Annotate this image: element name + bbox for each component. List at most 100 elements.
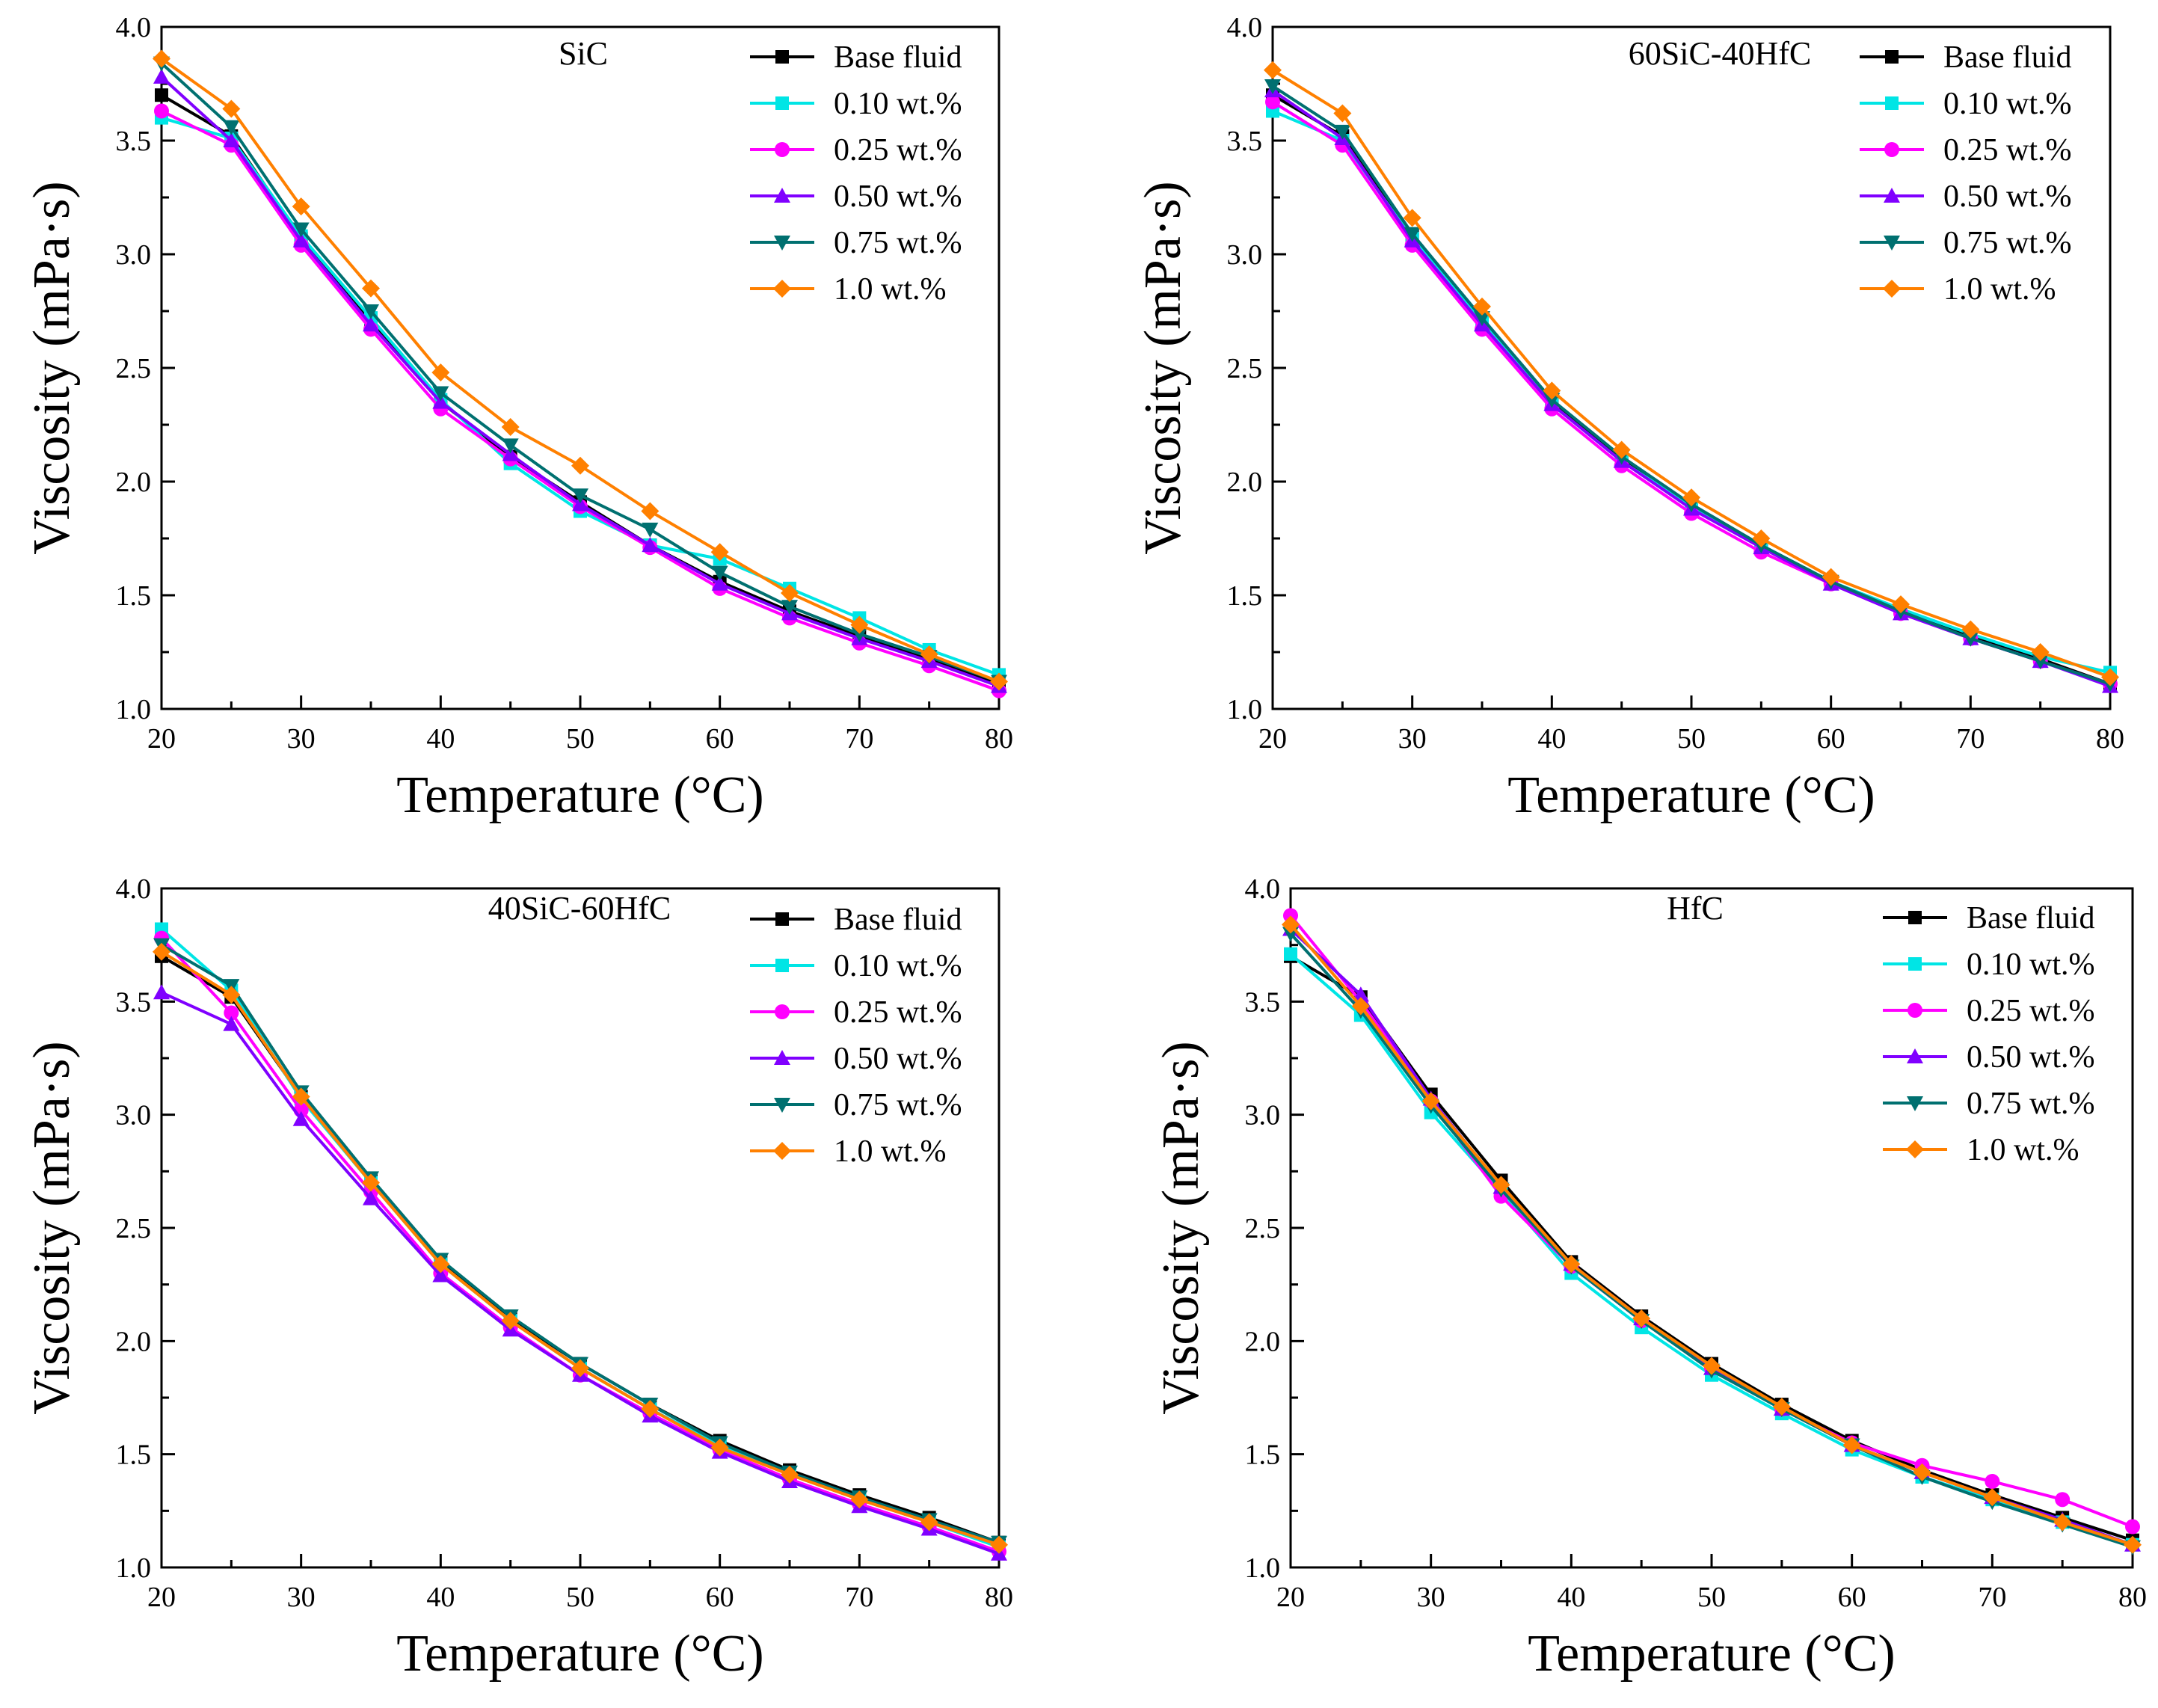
x-tick-label: 70 <box>845 1582 873 1613</box>
legend-label: Base fluid <box>834 903 962 937</box>
x-tick-label: 80 <box>985 723 1013 755</box>
x-axis-label: Temperature (°C) <box>1507 767 1875 824</box>
y-tick-label: 4.0 <box>1227 12 1263 43</box>
data-point <box>292 1087 310 1106</box>
data-point <box>711 565 728 581</box>
data-point <box>501 418 520 437</box>
y-axis-label: Viscosity (mPa·s) <box>23 181 81 554</box>
legend-label: 0.75 wt.% <box>834 226 962 260</box>
data-point <box>292 1110 310 1126</box>
chart-panel: 20 30 40 50 60 70 80 1.0 1.5 2.0 2.5 3.0 3.5 4.0 Tempe… <box>1152 873 2147 1683</box>
x-tick-label: 40 <box>426 723 455 755</box>
data-point <box>223 1016 240 1031</box>
y-tick-label: 3.0 <box>116 1100 152 1131</box>
panel-title: 60SiC-40HfC <box>1629 35 1811 72</box>
data-point <box>642 537 659 553</box>
x-tick-label: 60 <box>706 1582 734 1613</box>
data-point <box>1703 1357 1721 1375</box>
data-point <box>1404 227 1421 242</box>
y-tick-label: 1.0 <box>116 1552 152 1584</box>
data-point <box>1842 1436 1861 1454</box>
x-tick-label: 80 <box>985 1582 1013 1613</box>
data-point <box>1612 440 1631 459</box>
x-tick-label: 30 <box>287 1582 316 1613</box>
y-tick-label: 1.0 <box>116 694 152 725</box>
data-point <box>920 1513 938 1532</box>
data-point <box>363 316 379 332</box>
data-point <box>2125 1519 2140 1535</box>
data-point <box>1985 1473 2000 1489</box>
x-tick-label: 60 <box>706 723 734 755</box>
x-tick-label: 60 <box>1817 723 1845 755</box>
legend-label: 0.25 wt.% <box>834 995 962 1030</box>
plot-frame <box>1271 25 2112 710</box>
legend-marker <box>1908 911 1922 924</box>
legend-marker <box>1907 1096 1923 1111</box>
data-point <box>431 363 450 382</box>
data-point <box>1682 488 1700 507</box>
legend-marker <box>773 280 791 298</box>
legend-marker <box>775 50 789 64</box>
y-tick-label: 4.0 <box>1245 873 1281 905</box>
data-point <box>223 120 240 135</box>
data-point <box>1334 124 1351 140</box>
legend-marker <box>774 1098 790 1113</box>
x-tick-label: 50 <box>1677 723 1706 755</box>
y-axis-label: Viscosity (mPa·s) <box>1152 1041 1210 1414</box>
data-point <box>153 942 170 961</box>
data-point <box>1282 915 1300 934</box>
legend-label: 0.75 wt.% <box>834 1088 962 1122</box>
data-point <box>1892 595 1910 614</box>
data-point <box>1284 947 1297 961</box>
x-tick-label: 50 <box>566 723 594 755</box>
legend-marker <box>1908 1003 1922 1018</box>
x-tick-label: 80 <box>2118 1582 2147 1613</box>
data-point <box>222 986 241 1004</box>
legend-marker <box>774 1050 790 1065</box>
data-point <box>1352 986 1369 1002</box>
data-point <box>571 1359 589 1377</box>
x-tick-label: 70 <box>1956 723 1985 755</box>
data-point <box>850 615 869 634</box>
data-point <box>1351 997 1370 1016</box>
data-point <box>292 222 310 238</box>
y-tick-label: 1.5 <box>1245 1440 1281 1471</box>
legend-marker <box>1885 50 1899 64</box>
legend-label: Base fluid <box>1967 901 2094 936</box>
data-point <box>1772 1398 1791 1416</box>
data-point <box>572 488 588 504</box>
legend-label: 0.10 wt.% <box>834 949 962 983</box>
y-tick-label: 4.0 <box>116 873 152 905</box>
data-point <box>851 627 868 642</box>
legend-marker <box>1883 280 1901 298</box>
x-tick-label: 40 <box>426 1582 455 1613</box>
data-point <box>642 522 659 538</box>
y-tick-label: 1.0 <box>1227 694 1263 725</box>
data-point <box>781 600 798 615</box>
y-tick-label: 3.0 <box>1245 1100 1281 1131</box>
data-point <box>1822 568 1840 586</box>
data-point <box>501 1312 520 1330</box>
y-tick-label: 4.0 <box>116 12 152 43</box>
legend-label: 1.0 wt.% <box>834 272 947 307</box>
y-tick-label: 2.0 <box>1227 467 1263 498</box>
data-point <box>2053 1513 2072 1532</box>
legend-marker <box>775 96 789 110</box>
x-tick-label: 20 <box>147 723 176 755</box>
legend-label: 0.25 wt.% <box>1967 994 2095 1028</box>
x-tick-label: 40 <box>1537 723 1566 755</box>
y-tick-label: 1.5 <box>116 580 152 612</box>
x-tick-label: 30 <box>287 723 316 755</box>
y-tick-label: 2.0 <box>116 467 152 498</box>
x-tick-label: 20 <box>147 1582 176 1613</box>
plot-frame <box>1289 887 2134 1569</box>
y-tick-label: 2.5 <box>1227 353 1263 384</box>
x-tick-label: 20 <box>1258 723 1287 755</box>
legend-marker <box>1907 1048 1923 1063</box>
data-point <box>2101 668 2119 686</box>
x-axis-label: Temperature (°C) <box>396 767 763 824</box>
legend-label: 0.25 wt.% <box>834 133 962 168</box>
chart-panel: 20 30 40 50 60 70 80 1.0 1.5 2.0 2.5 3.0 3.5 4.0 Tempe… <box>23 873 1013 1683</box>
data-point <box>2055 1492 2071 1508</box>
data-point <box>153 984 170 1000</box>
